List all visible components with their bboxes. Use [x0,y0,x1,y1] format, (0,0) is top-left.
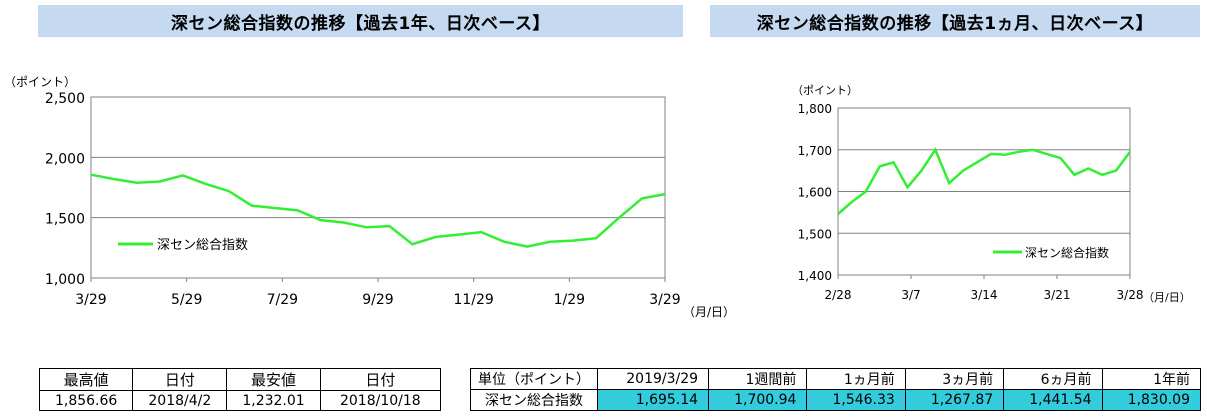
x-tick-label: 3/7 [901,288,920,302]
stats-header-low-date: 日付 [319,368,442,391]
compare-row-label: 深セン総合指数 [470,389,598,411]
comparison-table: 単位（ポイント） 2019/3/29 1週間前 1ヵ月前 3ヵ月前 6ヵ月前 1… [470,368,1202,411]
compare-value-6month: 1,441.54 [1003,389,1103,411]
x-tick-label: 9/29 [362,292,393,308]
compare-header-6month: 6ヵ月前 [1003,368,1103,390]
stats-low-date: 2018/10/18 [319,390,442,411]
x-tick-label: 7/29 [267,292,298,308]
x-tick-label: 3/28 [1117,288,1144,302]
stats-low-value: 1,232.01 [226,390,321,411]
y-axis-label-1year: （ポイント） [4,75,76,89]
compare-header-1week: 1週間前 [708,368,808,390]
chart-title-1year: 深セン総合指数の推移【過去1年、日次ベース】 [38,5,683,37]
stats-high-value: 1,856.66 [38,390,134,411]
x-tick-label: 2/28 [825,288,852,302]
y-axis-label-1month: （ポイント） [792,84,858,97]
stats-high-date: 2018/4/2 [132,390,228,411]
y-tick-label: 2,500 [45,91,85,107]
compare-header-unit: 単位（ポイント） [470,368,598,390]
x-tick-label: 3/29 [649,292,680,308]
y-tick-label: 1,800 [798,102,832,116]
chart-1month: （ポイント） 1,400 1,500 1,600 1,700 1,800 2/28 3/7… [792,84,1191,304]
compare-header-3month: 3ヵ月前 [904,368,1005,390]
x-tick-label: 1/29 [554,292,585,308]
stats-header-row: 最高値 日付 最安値 日付 [38,368,442,391]
legend-label-1month: 深セン総合指数 [1025,245,1109,260]
chart-1year: （ポイント） 1,000 1,500 2,000 2,500 3/29 5/29 7/29… [4,75,735,319]
y-tick-label: 1,500 [45,212,85,228]
compare-value-3month: 1,267.87 [904,389,1005,411]
y-tick-label: 2,000 [45,151,85,167]
compare-value-1month: 1,546.33 [806,389,906,411]
compare-header-1year: 1年前 [1101,368,1202,390]
y-tick-label: 1,600 [798,186,832,200]
x-tick-label: 3/21 [1044,288,1071,302]
series-line-1month [837,147,1132,215]
y-tick-label: 1,700 [798,144,832,158]
x-tick-label: 3/14 [971,288,998,302]
stats-value-row: 1,856.66 2018/4/2 1,232.01 2018/10/18 [38,390,442,411]
stats-header-low: 最安値 [226,368,321,391]
series-line-1year [90,173,666,248]
chart-title-1month: 深セン総合指数の推移【過去1ヵ月、日次ベース】 [710,5,1200,37]
compare-header-1month: 1ヵ月前 [806,368,906,390]
compare-value-row: 深セン総合指数 1,695.14 1,700.94 1,546.33 1,267… [470,389,1202,411]
stats-header-high-date: 日付 [132,368,228,391]
x-axis-label-1month: （月/日） [1143,291,1191,304]
stats-table: 最高値 日付 最安値 日付 1,856.66 2018/4/2 1,232.01… [38,368,442,411]
x-axis-label-1year: （月/日） [683,305,735,319]
compare-value-1week: 1,700.94 [708,389,808,411]
x-tick-label: 5/29 [171,292,202,308]
compare-header-date: 2019/3/29 [596,368,710,390]
y-tick-label: 1,400 [798,269,832,283]
compare-value-current: 1,695.14 [596,389,710,411]
y-tick-label: 1,000 [45,272,85,288]
compare-header-row: 単位（ポイント） 2019/3/29 1週間前 1ヵ月前 3ヵ月前 6ヵ月前 1… [470,368,1202,390]
x-tick-label: 3/29 [75,292,106,308]
x-tick-label: 11/29 [453,292,493,308]
compare-value-1year: 1,830.09 [1101,389,1202,411]
y-tick-label: 1,500 [798,227,832,241]
stats-header-high: 最高値 [38,368,134,391]
legend-label-1year: 深セン総合指数 [157,238,248,253]
